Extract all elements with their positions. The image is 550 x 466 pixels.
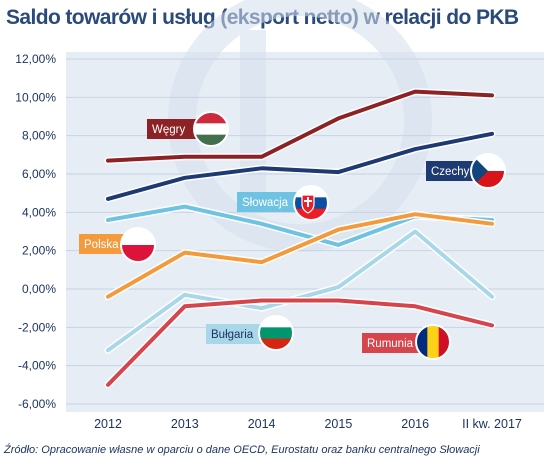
y-tick-label: 10,00% [15, 90, 56, 104]
series-line [106, 89, 494, 163]
series-line [106, 131, 494, 201]
y-tick-label: 2,00% [22, 244, 56, 258]
series-label-text: Bułgaria [211, 329, 254, 341]
series-label-text: Rumunia [367, 338, 414, 350]
poland-flag-icon [121, 228, 155, 262]
y-tick-label: -2,00% [18, 320, 56, 334]
series-label-poland: Polska [79, 227, 156, 263]
y-tick-label: 0,00% [22, 282, 56, 296]
series-label-text: Czechy [431, 166, 470, 178]
slovakia-flag-icon [294, 186, 328, 220]
hungary-flag-icon [194, 112, 228, 146]
romania-flag-icon [416, 325, 450, 359]
series-line [106, 298, 494, 387]
series-line [106, 212, 494, 299]
x-tick-label: 2014 [248, 417, 276, 431]
y-tick-label: 12,00% [15, 52, 56, 66]
series-label-text: Węgry [152, 124, 185, 136]
czech-flag-icon [471, 154, 505, 188]
x-tick-label: II kw. 2017 [462, 417, 522, 431]
y-tick-label: 8,00% [22, 129, 56, 143]
series-label-hungary: Węgry [147, 111, 229, 147]
series-label-slovakia: Słowacja [237, 185, 329, 221]
series-label-bulgaria: Bułgaria [206, 315, 294, 351]
series-label-romania: Rumunia [362, 324, 451, 360]
series-label-box [206, 324, 274, 344]
y-tick-label: -4,00% [18, 359, 56, 373]
series-label-box [237, 192, 307, 212]
series-label-czech: Czechy [426, 153, 506, 189]
x-tick-label: 2013 [171, 417, 199, 431]
y-tick-label: 6,00% [22, 167, 56, 181]
x-tick-label: 2015 [324, 417, 352, 431]
series-label-box [362, 333, 426, 353]
x-tick-label: 2012 [94, 417, 122, 431]
bulgaria-flag-icon [259, 316, 293, 350]
series-label-text: Słowacja [242, 197, 289, 209]
y-tick-label: 4,00% [22, 205, 56, 219]
source-note: Źródło: Opracowanie własne w oparciu o d… [4, 444, 480, 456]
series-label-text: Polska [84, 239, 119, 251]
x-tick-label: 2016 [401, 417, 429, 431]
y-tick-label: -6,00% [18, 397, 56, 411]
